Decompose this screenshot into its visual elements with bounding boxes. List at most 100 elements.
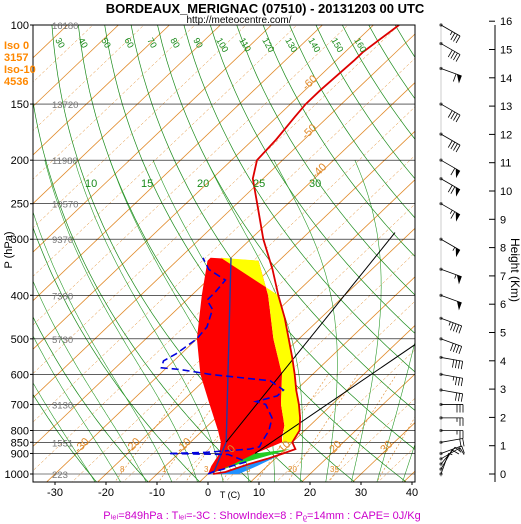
isotherm-line [33,33,415,399]
green-area [208,449,291,474]
height-tick-label: 5 [500,328,506,340]
barb-flag [458,325,463,334]
y-tick-label: 400 [11,290,29,302]
dry-adiabat [236,25,415,296]
barb-half-flag [449,209,453,214]
isotherm-line [33,25,272,253]
y-axis-label: P (hPa) [3,231,15,268]
isotherm-line [71,155,415,482]
y-tick-label: 500 [11,334,29,346]
barb-staff [440,373,463,379]
barb-flag [450,343,454,351]
dry-adiabat [33,393,98,482]
barb-flag [447,49,453,58]
dry-adiabat [157,25,415,411]
barb-flag [458,346,463,355]
y-tick-label: 100 [11,20,29,32]
barb-flag [451,449,460,455]
dry-adiabat-label: 90 [191,36,205,50]
moist-adiabat-label: 20 [197,178,209,190]
wind-barbs [439,23,465,477]
isotherm-line [224,300,415,482]
barb-half-flag [452,376,455,381]
mixing-ratio-label: 8 [120,465,125,474]
moist-adiabat [33,210,173,482]
isotherm-line [33,57,415,423]
isotherm-line [33,25,400,374]
barb-flag [455,144,461,153]
dry-adiabat-label: 80 [168,36,182,50]
height-label: 7380 [52,291,73,302]
isotherm-line [46,130,415,482]
barb-flag [454,360,458,369]
barb-staff [440,68,462,77]
y-tick-label: 250 [11,199,29,211]
barb-flag [459,447,465,455]
barb-pennant [455,247,461,258]
barb-flag [453,113,458,121]
barb-staff [440,338,462,347]
barb-staff [440,447,461,460]
mixing-ratio-line [114,374,196,482]
barb-staff [440,446,456,465]
height-label: 5730 [52,335,73,346]
barb-pennant [455,187,461,197]
height-label: 13720 [52,100,78,111]
isotherm-line [122,203,415,482]
y-tick-label: 150 [11,99,29,111]
height-tick-label: 15 [500,45,512,57]
height-tick-label: 9 [500,214,506,226]
isotherm-line [301,373,415,482]
height-tick-label: 11 [500,158,511,170]
isotherm-line [33,25,298,277]
dry-adiabat-label: 40 [76,36,90,50]
height-tick-label: 10 [500,186,512,198]
moist-adiabat-label: 15 [141,178,153,190]
barb-staff [440,438,463,443]
x-tick-label: 0 [205,487,211,499]
height-tick-label: 7 [500,271,506,283]
height-tick-label: 3 [500,384,506,396]
barb-flag [452,323,457,332]
mixing-ratio-label: 20 [288,465,297,474]
height-tick-label: 6 [500,299,506,311]
x-tick-label: -20 [98,487,114,499]
y-tick-label: 800 [11,425,29,437]
mixing-ratio-line [158,374,237,482]
isotherm-line [33,25,349,326]
x-axis-label: T (C) [220,490,240,500]
height-labels: 16180 13720 11980 10570 9370 7380 5730 3130 1551… [52,21,78,481]
y-tick-label: 900 [11,448,29,460]
barb-half-flag [449,31,453,36]
x-tick-label: 20 [304,487,316,499]
barb-half-flag [452,247,456,251]
isotherm-line [97,179,415,482]
x-tick-label: 10 [253,487,265,499]
height-label: 3130 [52,400,73,411]
barb-flag [455,35,461,44]
moist-adiabat [206,160,303,482]
isotherm-line [33,25,374,350]
height-tick-label: 2 [500,412,506,424]
barb-staff [440,24,461,37]
barb-flag [455,54,461,62]
iso0-label: Iso 0 [4,40,29,52]
moist-adiabat [376,340,415,482]
height-label: 9370 [52,235,73,246]
barb-staff [440,389,463,395]
reference-line [254,344,415,454]
sounding-series [160,25,415,475]
moist-adiabat-label: 10 [85,178,97,190]
barb-flag [450,141,456,150]
plot-frame [32,24,416,483]
barb-flag [450,32,456,41]
dry-adiabat [183,25,415,373]
mixing-ratio-label: 1 [162,465,167,474]
iso10-label: Iso-10 [4,64,36,76]
temperature-line [212,25,400,475]
height-tick-label: 16 [500,16,512,28]
dry-adiabat-label: 70 [145,36,159,50]
